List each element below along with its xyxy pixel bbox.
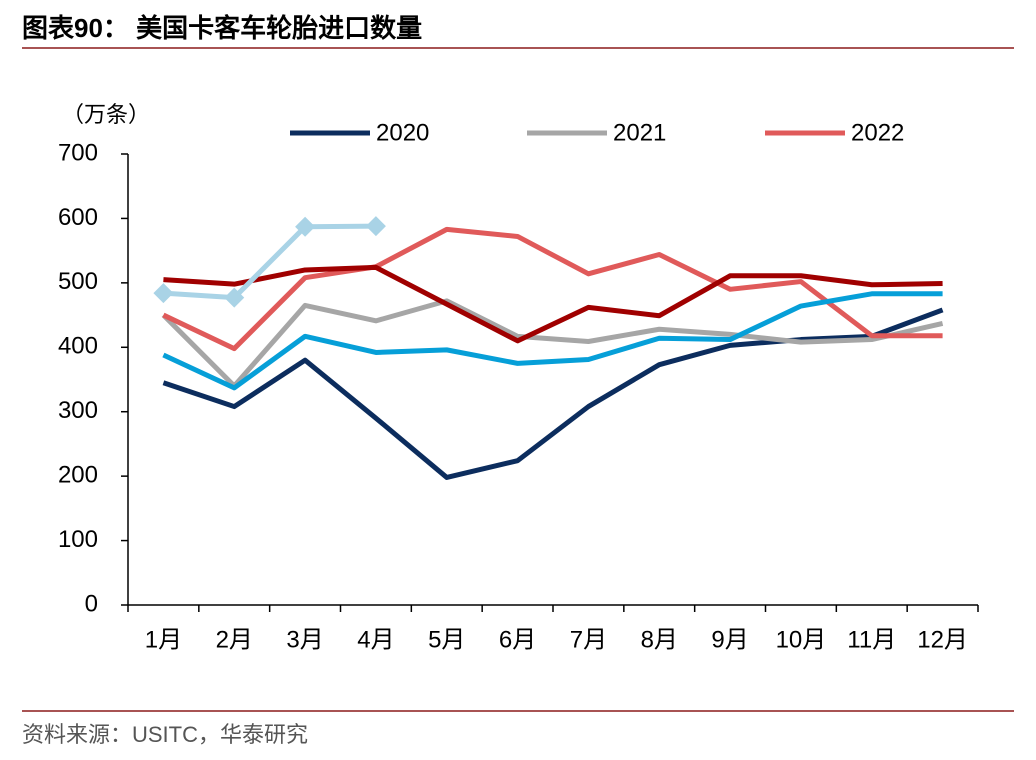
- point-marker: [295, 216, 316, 237]
- y-tick-label: 600: [58, 204, 98, 231]
- x-tick-label: 6月: [499, 626, 536, 653]
- series-line: [161, 298, 944, 389]
- y-tick-label: 100: [58, 526, 98, 553]
- x-tick-label: 11月: [847, 626, 896, 653]
- x-tick-label: 9月: [711, 626, 748, 653]
- legend-label: 2020: [376, 119, 429, 146]
- point-marker: [224, 287, 245, 308]
- y-tick-label: 700: [58, 139, 98, 166]
- series-line: [162, 291, 943, 391]
- point-marker: [365, 216, 386, 237]
- y-tick-label: 500: [58, 268, 98, 295]
- y-tick-label: 200: [58, 461, 98, 488]
- x-tick-label: 4月: [357, 626, 394, 653]
- x-tick-label: 3月: [286, 626, 323, 653]
- series-line: [162, 226, 943, 352]
- x-tick-label: 10月: [776, 626, 827, 653]
- y-axis-label: （万条）: [62, 102, 150, 127]
- x-tick-label: 5月: [428, 626, 465, 653]
- point-marker: [153, 283, 174, 304]
- y-tick-label: 300: [58, 397, 98, 424]
- source: 资料来源：USITC，华泰研究: [22, 722, 308, 747]
- x-tick-label: 2月: [216, 626, 253, 653]
- y-tick-label: 400: [58, 333, 98, 360]
- x-tick-label: 7月: [570, 626, 607, 653]
- y-tick-label: 0: [85, 590, 98, 617]
- x-tick-label: 1月: [145, 626, 182, 653]
- legend-label: 2021: [613, 119, 666, 146]
- legend-label: 2022: [851, 119, 904, 146]
- series-line: [163, 223, 376, 301]
- series-line: [162, 307, 944, 480]
- x-tick-label: 8月: [641, 626, 678, 653]
- chart-title: 图表90： 美国卡客车轮胎进口数量: [22, 13, 422, 43]
- x-tick-label: 12月: [917, 626, 968, 653]
- series-line: [163, 264, 943, 344]
